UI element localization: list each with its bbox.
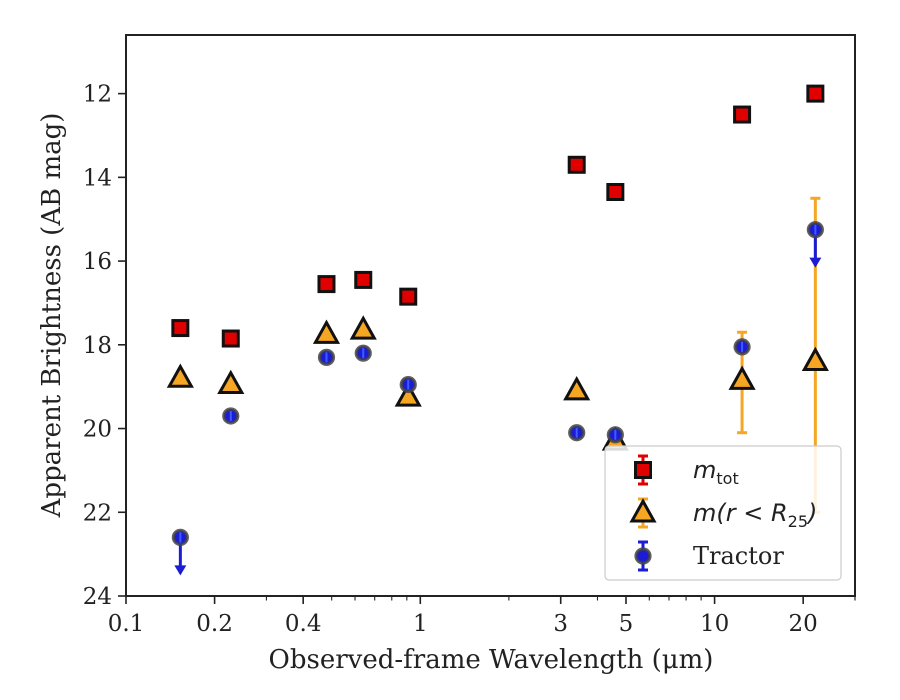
legend: mtot m(r < R25) Tractor [604, 445, 842, 581]
x-tick-label: 0.1 [108, 611, 145, 637]
legend-label: m(r < R25) [693, 499, 817, 531]
legend-label: Tractor [693, 542, 784, 570]
legend-box [604, 445, 842, 581]
y-tick-label: 12 [83, 82, 112, 108]
data-point [394, 382, 422, 407]
y-tick-label: 16 [83, 249, 112, 275]
y-tick-label: 20 [83, 417, 112, 443]
data-point [171, 319, 190, 338]
y-tick-label: 24 [83, 584, 112, 610]
data-point [217, 369, 245, 395]
data-point [733, 105, 752, 124]
legend-label: mtot [693, 456, 739, 488]
data-point [317, 275, 336, 294]
series-circle [171, 221, 824, 576]
x-tick-label: 20 [789, 611, 818, 637]
data-point [806, 84, 825, 103]
axes: 0.1 0.2 0.4 1 3 5 10 20 12 14 16 18 20 22 24 [83, 34, 856, 637]
data-point [563, 375, 591, 401]
data-point [728, 365, 756, 390]
data-point [567, 155, 586, 174]
legend-entry: Tractor [634, 540, 784, 572]
legend-entry: mtot [634, 454, 739, 488]
data-point [801, 346, 829, 372]
x-axis-label: Observed-frame Wavelength (μm) [269, 645, 714, 675]
x-tick-label: 0.2 [196, 611, 233, 637]
y-tick-label: 14 [83, 165, 112, 191]
y-tick-label: 18 [83, 333, 112, 359]
x-tick-label: 0.4 [285, 611, 322, 637]
data-point [221, 329, 240, 348]
x-tick-label: 3 [553, 611, 568, 637]
legend-entry: m(r < R25) [629, 497, 817, 531]
data-point [166, 363, 194, 388]
plot-frame [125, 34, 856, 597]
y-tick-label: 22 [83, 500, 112, 526]
upper-limit-arrowhead [809, 257, 822, 268]
data-point [606, 182, 625, 201]
legend-marker [629, 498, 657, 523]
legend-marker [634, 547, 652, 565]
data-point [354, 270, 373, 289]
data-point [399, 287, 418, 306]
legend-marker [634, 461, 652, 479]
y-axis-label: Apparent Brightness (AB mag) [37, 113, 67, 519]
data-point [312, 319, 341, 344]
series-square [171, 84, 825, 348]
upper-limit-arrowhead [174, 565, 187, 576]
x-tick-label: 10 [700, 611, 729, 637]
x-tick-label: 5 [619, 611, 634, 637]
x-tick-label: 1 [413, 611, 428, 637]
data-point [349, 315, 377, 340]
